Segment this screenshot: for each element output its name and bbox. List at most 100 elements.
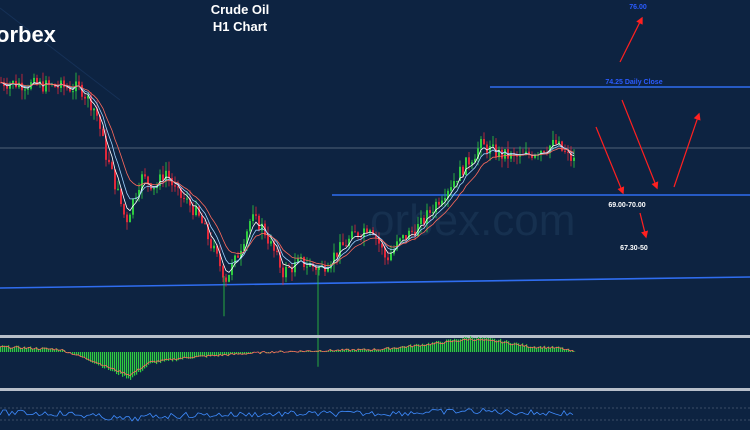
- candle-body: [387, 257, 389, 261]
- macd-bar: [48, 348, 50, 352]
- macd-bar: [288, 351, 290, 353]
- macd-bar: [36, 347, 38, 352]
- macd-bar: [346, 348, 348, 352]
- macd-bar: [104, 352, 106, 369]
- macd-bar: [210, 352, 212, 357]
- macd-bar: [114, 352, 116, 372]
- candle-body: [198, 206, 200, 216]
- macd-bar: [28, 347, 30, 352]
- macd-bar: [2, 345, 4, 352]
- candle-body: [213, 245, 215, 249]
- macd-bar: [562, 347, 564, 352]
- macd-bar: [404, 346, 406, 352]
- macd-bar: [354, 349, 356, 352]
- candle-body: [453, 181, 455, 188]
- candle-body: [315, 266, 317, 270]
- macd-bar: [236, 352, 238, 354]
- macd-bar: [526, 344, 528, 352]
- arrow-down-2: [621, 99, 659, 190]
- macd-bar: [536, 347, 538, 352]
- macd-bar: [510, 343, 512, 352]
- macd-bar: [146, 352, 148, 368]
- candle-body: [27, 88, 29, 90]
- candle-body: [363, 228, 365, 238]
- macd-bar: [500, 338, 502, 352]
- macd-bar: [134, 352, 136, 376]
- candle-body: [351, 231, 353, 239]
- macd-bar: [550, 347, 552, 352]
- candle-body: [285, 266, 287, 278]
- candle-body: [402, 235, 404, 239]
- macd-bar: [204, 352, 206, 357]
- arrow-up: [673, 112, 701, 188]
- candle-body: [531, 154, 533, 158]
- macd-bar: [164, 352, 166, 362]
- macd-bar: [54, 349, 56, 352]
- macd-bar: [184, 352, 186, 359]
- candle-body: [339, 242, 341, 257]
- macd-bar: [16, 345, 18, 352]
- macd-bar: [42, 347, 44, 352]
- macd-bar: [196, 352, 198, 358]
- macd-bar: [450, 339, 452, 352]
- macd-bar: [80, 352, 82, 357]
- macd-bar: [44, 347, 46, 352]
- candle-body: [375, 234, 377, 238]
- macd-bar: [72, 352, 74, 355]
- candle-body: [369, 230, 371, 233]
- candle-body: [165, 170, 167, 181]
- macd-bar: [426, 344, 428, 352]
- macd-bar: [132, 352, 134, 378]
- candle-body: [105, 136, 107, 160]
- candle-body: [354, 231, 356, 233]
- macd-bar: [446, 339, 448, 352]
- candle-body: [249, 221, 251, 232]
- candle-body: [438, 201, 440, 205]
- macd-bar: [10, 347, 12, 352]
- candle-body: [120, 188, 122, 205]
- candle-body: [399, 238, 401, 242]
- candle-body: [228, 274, 230, 282]
- macd-bar: [206, 352, 208, 358]
- candle-body: [84, 96, 86, 99]
- macd-bar: [46, 347, 48, 352]
- macd-bar: [76, 352, 78, 356]
- macd-bar: [248, 352, 250, 354]
- candle-body: [234, 255, 236, 264]
- candle-body: [480, 139, 482, 149]
- candle-body: [204, 223, 206, 225]
- candle-body: [309, 263, 311, 267]
- macd-bar: [470, 336, 472, 352]
- macd-bar: [244, 352, 246, 355]
- macd-bar: [148, 352, 150, 365]
- macd-bar: [358, 348, 360, 352]
- candle-body: [543, 150, 545, 153]
- macd-bar: [396, 347, 398, 352]
- candle-body: [48, 80, 50, 85]
- candle-body: [126, 214, 128, 223]
- macd-bar: [126, 352, 128, 379]
- candle-body: [6, 86, 8, 89]
- macd-bar: [386, 347, 388, 352]
- support2-label: 67.30-50: [620, 245, 648, 252]
- macd-bar: [194, 352, 196, 359]
- macd-bar: [436, 341, 438, 352]
- macd-bar: [130, 352, 132, 380]
- macd-bar: [22, 348, 24, 352]
- macd-bar: [560, 347, 562, 352]
- candle-body: [378, 237, 380, 244]
- macd-bar: [144, 352, 146, 369]
- candle-body: [474, 158, 476, 163]
- candle-body: [435, 201, 437, 213]
- rsi-line: [0, 407, 574, 422]
- macd-bar: [342, 348, 344, 352]
- macd-bar: [32, 348, 34, 352]
- candle-body: [429, 210, 431, 213]
- macd-bar: [506, 340, 508, 352]
- candle-body: [201, 215, 203, 224]
- macd-bar: [152, 352, 154, 363]
- macd-bar: [498, 339, 500, 352]
- macd-bar: [420, 345, 422, 352]
- macd-signal-line: [0, 338, 575, 377]
- macd-bar: [538, 346, 540, 352]
